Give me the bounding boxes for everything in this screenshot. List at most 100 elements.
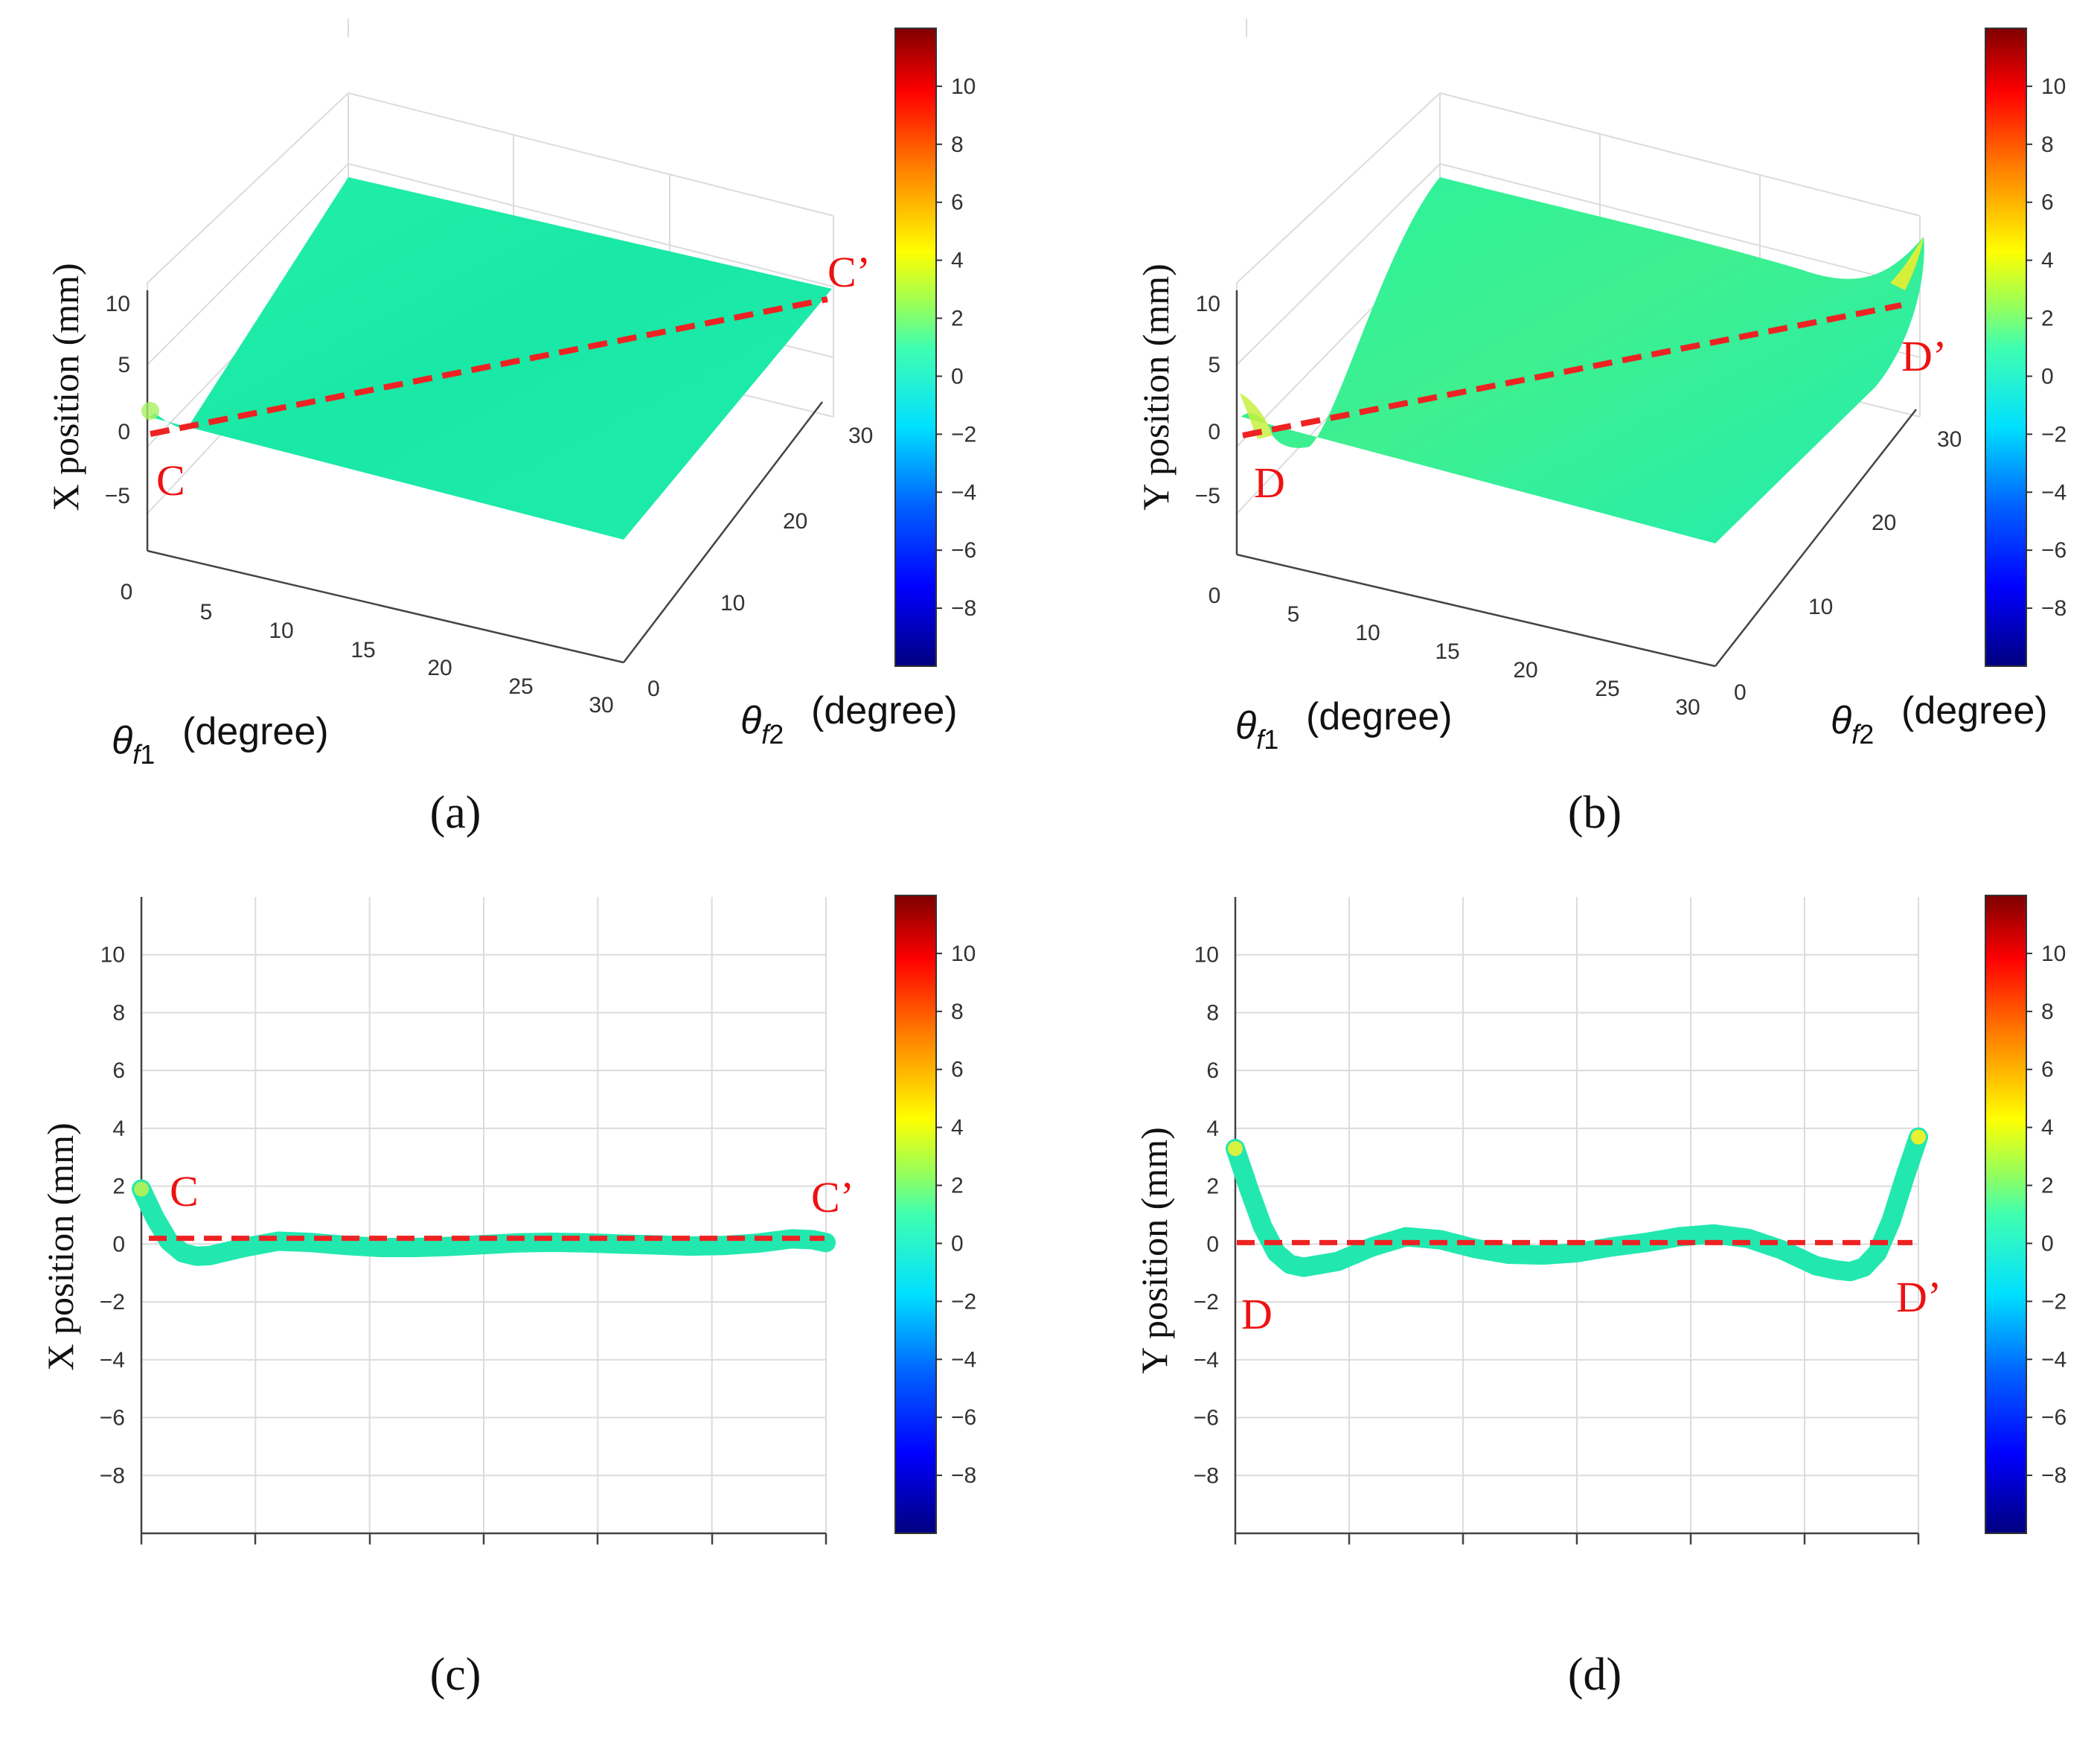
panel-a-dashed-cut [150, 296, 828, 437]
y-tick-label: 8 [1206, 1000, 1219, 1025]
panel-c-data-curve [132, 1179, 836, 1266]
y-tick-label: 4 [112, 1117, 125, 1141]
z-tick: 5 [118, 353, 130, 377]
colorbar: 10 8 6 4 2 0 −2 −4 −6 −8 [1985, 28, 2067, 667]
x-tick: 5 [200, 600, 213, 624]
svg-text:θf1: θf1 [1235, 704, 1278, 755]
panel-a-theta-f1-label: θf1 (degree) [112, 710, 329, 770]
colorbar-tick-label: 4 [951, 249, 964, 273]
panel-d-grid [1235, 897, 1919, 1533]
z-tick: −5 [1195, 484, 1220, 508]
colorbar-tick-label: −8 [951, 596, 976, 621]
colorbar-tick-label: −8 [2041, 1463, 2067, 1488]
y-tick-label: 10 [1194, 943, 1219, 968]
colorbar-tick-label: −2 [951, 422, 976, 447]
svg-text:θf1: θf1 [112, 719, 155, 770]
colorbar-tick-label: −2 [2041, 1289, 2067, 1314]
panel-d-end-marker: D’ [1896, 1273, 1941, 1321]
z-tick: 10 [1196, 292, 1220, 316]
x-tick: 15 [1435, 639, 1459, 664]
colorbar-tick-label: 6 [2041, 191, 2054, 215]
y-tick-label: −6 [1194, 1406, 1219, 1431]
colorbar-tick-label: 10 [951, 74, 976, 99]
y-tick: 10 [720, 591, 745, 616]
panel-d-data-curve [1226, 1127, 1928, 1282]
x-tick: 10 [1355, 621, 1380, 645]
panel-b: D D’ 10 5 0 −5 0 5 10 15 20 25 30 0 10 2… [1135, 19, 2048, 838]
colorbar-tick-label: 6 [2041, 1058, 2054, 1082]
colorbar-tick-label: 10 [951, 942, 976, 966]
panel-d-axes [1234, 897, 1920, 1544]
panel-b-theta-f2-label: θf2 (degree) [1831, 689, 2048, 750]
panel-a-y-ticks: 0 10 20 30 [647, 424, 873, 701]
z-tick: 0 [1208, 420, 1220, 444]
panel-a-theta-f2-label: θf2 (degree) [740, 689, 958, 750]
y-tick: 20 [783, 509, 807, 534]
panel-c-curve-start-highlight [134, 1181, 149, 1197]
z-tick: 5 [1208, 353, 1220, 377]
y-tick-label: 2 [1206, 1175, 1219, 1199]
colorbar-tick-label: 8 [2041, 1000, 2054, 1024]
colorbar-tick-label: 4 [2041, 1116, 2054, 1140]
z-tick: 0 [118, 420, 130, 444]
y-tick-label: 4 [1206, 1117, 1219, 1141]
panel-b-corner-highlight-end [1890, 237, 1924, 290]
panel-b-theta-f1-label: θf1 (degree) [1235, 695, 1453, 755]
panel-a-start-marker: C [156, 456, 185, 505]
panel-a-corner-highlight [141, 402, 159, 420]
panel-b-start-marker: D [1254, 459, 1285, 507]
colorbars: 10 8 6 4 2 0 −2 −4 −6 −8 10 8 6 4 2 0 −2 −4 −6 −8 10 8 6 4 2 0 −2 −… [894, 28, 2067, 1534]
panel-b-surface [1241, 177, 1924, 543]
panel-c-y-ticks: 10 8 6 4 2 0 −2 −4 −6 −8 [100, 943, 125, 1489]
panel-c-end-marker: C’ [811, 1173, 854, 1221]
panel-b-end-marker: D’ [1901, 332, 1947, 380]
colorbar-tick-label: −4 [951, 480, 976, 505]
x-tick: 20 [427, 656, 452, 680]
colorbar-tick-label: 2 [2041, 307, 2054, 331]
y-tick-label: 0 [1206, 1232, 1219, 1256]
y-tick: 0 [647, 677, 660, 701]
panel-d-start-marker: D [1241, 1290, 1273, 1338]
colorbar-tick-label: 10 [2041, 74, 2066, 99]
y-tick: 30 [848, 424, 873, 448]
colorbar-tick-label: 8 [2041, 132, 2054, 157]
colorbar-tick-label: −2 [951, 1289, 976, 1314]
panel-b-axes [1235, 290, 1917, 668]
y-tick-label: −6 [100, 1406, 125, 1431]
panel-d: 10 8 6 4 2 0 −2 −4 −6 −8 D D’ Y position (mm) (d) [1133, 897, 1941, 1700]
colorbar-tick-label: −4 [2041, 480, 2067, 505]
panel-d-caption: (d) [1568, 1649, 1622, 1700]
colorbar-tick-label: 4 [2041, 249, 2054, 273]
colorbar-tick-label: 0 [2041, 364, 2054, 389]
panel-b-dashed-cut [1242, 302, 1902, 438]
y-tick-label: 0 [112, 1232, 125, 1256]
y-tick-label: −8 [1194, 1463, 1219, 1488]
panel-b-caption: (b) [1568, 788, 1622, 838]
y-tick-label: −2 [1194, 1290, 1219, 1314]
y-tick-label: −4 [1194, 1348, 1219, 1373]
x-tick: 30 [1675, 695, 1700, 720]
y-tick-label: 10 [100, 943, 125, 968]
panel-a-axes [146, 290, 823, 664]
z-tick: 10 [106, 292, 130, 316]
colorbar-tick-label: 10 [2041, 942, 2066, 966]
colorbar-tick-label: −4 [2041, 1347, 2067, 1372]
colorbar-gradient [894, 28, 937, 667]
x-tick: 10 [269, 619, 293, 643]
colorbar-gradient [1985, 895, 2027, 1534]
colorbar-tick-label: 0 [951, 364, 964, 389]
panel-d-y-ticks: 10 8 6 4 2 0 −2 −4 −6 −8 [1194, 943, 1219, 1489]
colorbar-tick-label: 2 [951, 1174, 964, 1198]
panel-b-z-ticks: 10 5 0 −5 [1195, 292, 1220, 508]
x-tick: 25 [508, 674, 533, 699]
colorbar-tick-label: 6 [951, 191, 964, 215]
colorbar-tick-label: 8 [951, 132, 964, 157]
panel-d-curve-end-highlight [1911, 1129, 1926, 1145]
colorbar: 10 8 6 4 2 0 −2 −4 −6 −8 [894, 895, 976, 1534]
colorbar-tick-label: −6 [951, 1405, 976, 1430]
z-tick: −5 [105, 484, 130, 508]
x-tick: 0 [121, 580, 133, 604]
colorbar-tick-label: 4 [951, 1116, 964, 1140]
x-tick: 5 [1287, 602, 1300, 627]
x-tick: 30 [589, 693, 613, 718]
